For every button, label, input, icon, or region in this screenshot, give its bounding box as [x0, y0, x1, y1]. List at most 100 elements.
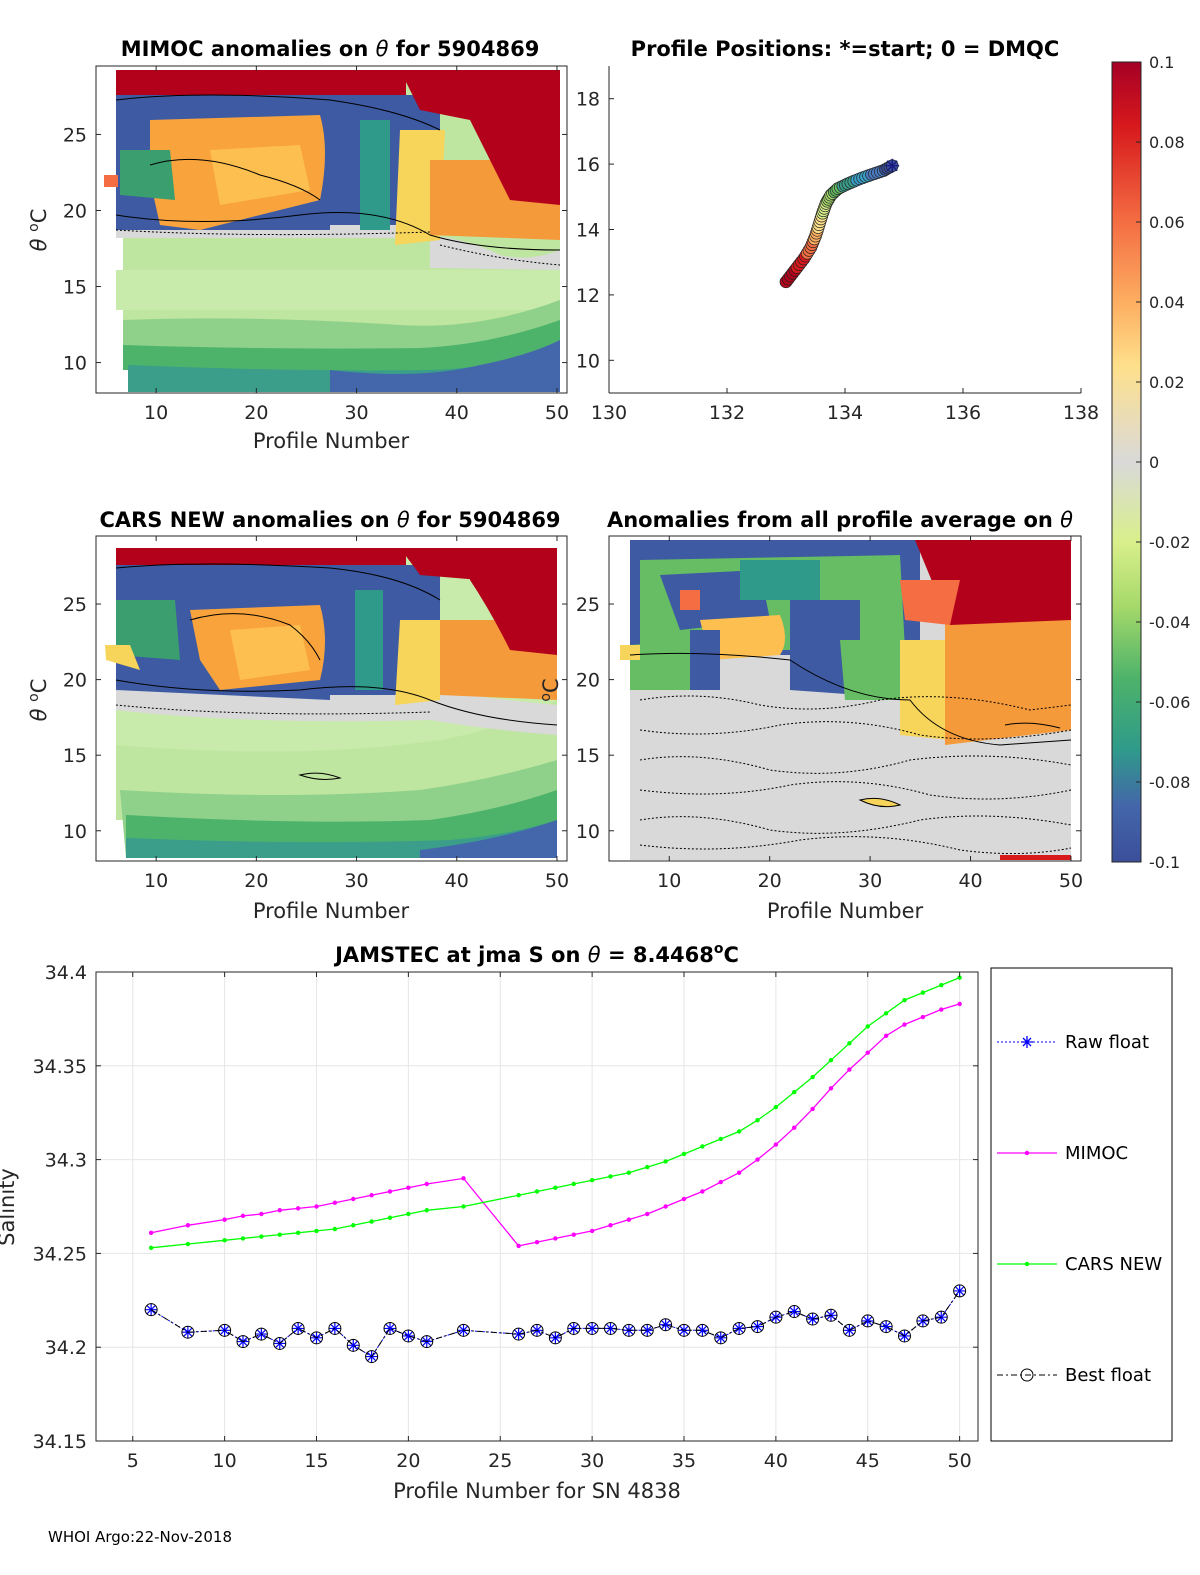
legend-raw-label: Raw float [1065, 1032, 1149, 1053]
cars-new-point [810, 1074, 815, 1080]
cars-new-point [222, 1238, 227, 1243]
x-tick-label: 45 [856, 1450, 880, 1472]
y-tick-label: 34.3 [45, 1150, 87, 1172]
cars-new-point [406, 1211, 411, 1217]
legend-star-icon [1021, 1036, 1033, 1048]
legend-mimoc-label: MIMOC [1065, 1143, 1128, 1164]
salinity-title: JAMSTEC at jma S on θ = 8.4468oC [333, 941, 739, 967]
cars-ylabel: θ oC [26, 679, 51, 722]
mimoc-line [150, 1003, 960, 1247]
mimoc-point [773, 1142, 779, 1147]
y-tick-label: 20 [576, 670, 600, 692]
average-title: Anomalies from all profile average on θ [607, 508, 1073, 532]
mimoc-point [681, 1196, 687, 1202]
cars-new-point [902, 997, 907, 1003]
mimoc-axes-box [95, 65, 568, 394]
x-tick-label: 15 [304, 1450, 328, 1472]
y-tick-label: 10 [576, 350, 600, 372]
cars-new-point [883, 1011, 889, 1016]
mimoc-point [883, 1033, 889, 1038]
best-float-circle [861, 1314, 875, 1328]
cars-new-point [516, 1193, 521, 1198]
panel-cars: CARS NEW anomalies on θ for 5904869 [26, 508, 569, 923]
colorbar-ticks: 0.1 0.08 0.06 0.04 0.02 0 -0.02 -0.04 -0.06 -0.08… [1136, 53, 1190, 872]
cars-heatmap [105, 548, 558, 858]
x-tick-label: 132 [709, 402, 745, 424]
y-tick-label: 14 [576, 220, 600, 242]
mimoc-title: MIMOC anomalies on θ for 5904869 [121, 37, 540, 61]
colorbar-tick-label: 0.08 [1149, 133, 1185, 152]
cars-new-point [259, 1234, 264, 1239]
mimoc-point [828, 1086, 834, 1091]
raw-float-star [604, 1322, 617, 1335]
best-float-circle [714, 1331, 728, 1345]
x-tick-label: 50 [948, 1450, 972, 1472]
mimoc-point [957, 1001, 962, 1007]
cars-new-point [534, 1189, 540, 1194]
x-tick-label: 35 [672, 1450, 696, 1472]
cars-new-point [663, 1159, 668, 1164]
x-tick-label: 30 [344, 402, 368, 424]
legend-mimoc: MIMOC [997, 1143, 1128, 1164]
mimoc-point [736, 1170, 742, 1175]
x-tick-label: 130 [591, 402, 627, 424]
cars-new-point [736, 1129, 742, 1134]
cars-new-point [608, 1174, 613, 1179]
cars-new-point [295, 1230, 301, 1235]
best-float-circle [236, 1335, 250, 1349]
y-tick-label: 10 [63, 353, 87, 375]
x-tick-label: 134 [827, 402, 863, 424]
salinity-series [144, 975, 967, 1364]
cars-new-point [773, 1104, 779, 1110]
cars-axes-box [95, 535, 568, 862]
cars-new-point [865, 1024, 870, 1029]
mimoc-point [314, 1204, 319, 1209]
best-float-circle [806, 1312, 820, 1326]
colorbar-tick-label: -0.06 [1149, 693, 1190, 712]
mimoc-point [589, 1228, 595, 1234]
best-float-circle [585, 1321, 599, 1335]
colorbar-tick-label: -0.08 [1149, 773, 1190, 792]
salinity-legend: Raw float MIMOC CARS NEW Best float [990, 967, 1173, 1442]
mimoc-point [185, 1223, 191, 1228]
x-tick-label: 5 [127, 1450, 139, 1472]
mimoc-point [332, 1200, 338, 1205]
raw-float-star [861, 1314, 874, 1327]
mimoc-point [295, 1206, 301, 1211]
y-tick-label: 12 [576, 285, 600, 307]
best-float-circle [181, 1325, 195, 1339]
average-ticks: 10 20 30 40 50 10 15 20 25 [576, 536, 1083, 892]
best-float-circle [732, 1321, 746, 1335]
x-tick-label: 10 [213, 1450, 237, 1472]
raw-float-star [641, 1324, 654, 1337]
x-tick-label: 30 [580, 1450, 604, 1472]
x-tick-label: 30 [858, 870, 882, 892]
panel-average: Anomalies from all profile average on θ [538, 508, 1083, 923]
cars-new-point [700, 1144, 705, 1149]
cars-xlabel: Profile Number [253, 899, 410, 923]
best-float-circle [457, 1323, 470, 1337]
y-tick-label: 25 [63, 124, 87, 146]
colorbar-tick-label: 0.04 [1149, 293, 1185, 312]
mimoc-point [424, 1181, 429, 1187]
y-tick-label: 10 [576, 821, 600, 843]
best-float-circle [530, 1323, 544, 1337]
legend-best-float: Best float [997, 1365, 1151, 1386]
cars-new-line [151, 976, 960, 1249]
best-float-circle [346, 1338, 360, 1352]
mimoc-point [920, 1014, 926, 1020]
best-float-circle [273, 1336, 287, 1350]
y-tick-label: 34.35 [33, 1056, 87, 1078]
raw-float-star [788, 1305, 801, 1318]
cars-new-point [939, 982, 944, 988]
panel-positions: Profile Positions: *=start; 0 = DMQC 130… [576, 37, 1099, 424]
raw-float-star [347, 1339, 360, 1352]
mimoc-point [939, 1007, 944, 1012]
positions-title: Profile Positions: *=start; 0 = DMQC [631, 37, 1060, 61]
cars-new-point [185, 1241, 191, 1247]
best-float-circle [677, 1323, 691, 1337]
raw-float-star [659, 1318, 672, 1331]
legend-best-label: Best float [1065, 1365, 1151, 1386]
average-xlabel: Profile Number [767, 899, 924, 923]
